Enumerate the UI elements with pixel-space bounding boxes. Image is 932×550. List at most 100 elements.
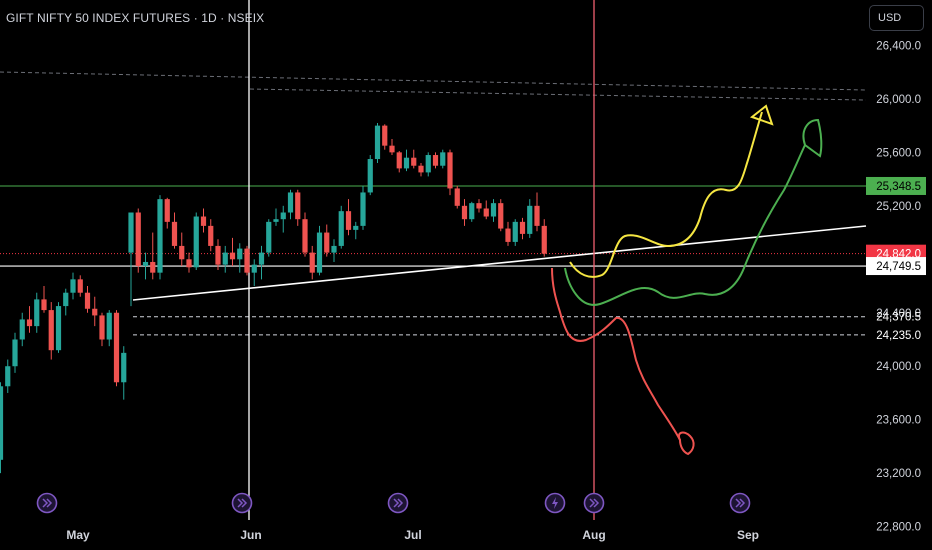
- candle-body: [41, 299, 47, 311]
- candle-body: [418, 165, 424, 173]
- candle-body: [63, 292, 69, 307]
- candle-body: [338, 211, 344, 246]
- candle-body: [179, 245, 185, 260]
- candle-body: [164, 199, 170, 222]
- candle-body: [512, 221, 518, 242]
- candle-body: [360, 192, 366, 226]
- chevrons-glyph-icon: [393, 498, 404, 508]
- drawing-lines: [0, 0, 867, 520]
- candle-body: [498, 203, 504, 229]
- dividend-event-icon: [583, 492, 605, 514]
- price-tick-label: 22,800.0: [876, 522, 921, 534]
- candle-body: [287, 192, 294, 213]
- candle-body: [12, 339, 18, 367]
- candle-body: [469, 203, 475, 220]
- dividend-event-icon: [387, 492, 409, 514]
- candle-body: [374, 125, 381, 160]
- candle-body: [251, 264, 257, 273]
- candle-body: [447, 152, 453, 189]
- price-tick-label: 24,400.0: [876, 308, 921, 320]
- candle-body: [157, 199, 163, 273]
- candle-body: [171, 221, 178, 246]
- price-tick-label: 23,600.0: [876, 415, 921, 427]
- candles: [0, 122, 547, 474]
- candle-body: [186, 259, 192, 268]
- price-tag-label: 24,370.5: [876, 312, 921, 324]
- time-tick-label: Jun: [240, 528, 261, 542]
- price-axis[interactable]: 26,400.026,000.025,600.025,200.024,800.0…: [876, 40, 921, 533]
- price-tick-label: 24,000.0: [876, 361, 921, 373]
- candle-body: [302, 219, 308, 253]
- candle-body: [534, 205, 540, 226]
- candle-body: [237, 248, 243, 260]
- chart-title: GIFT NIFTY 50 INDEX FUTURES · 1D · NSEIX: [6, 11, 265, 25]
- candle-body: [208, 225, 214, 246]
- candle-body: [389, 145, 395, 153]
- candle-body: [34, 299, 40, 327]
- chevrons-glyph-icon: [237, 498, 248, 508]
- candle-body: [454, 188, 460, 206]
- earnings-bolt-icon: [544, 492, 566, 514]
- candle-body: [367, 159, 373, 193]
- candle-body: [200, 216, 207, 226]
- candle-body: [48, 310, 54, 351]
- candle-body: [121, 352, 127, 383]
- candle-body: [280, 212, 286, 220]
- candle-body: [295, 192, 301, 220]
- candle-body: [382, 125, 388, 146]
- candle-body: [193, 216, 199, 268]
- dividend-event-icon: [729, 492, 751, 514]
- price-tick-label: 23,200.0: [876, 468, 921, 480]
- candle-body: [483, 208, 489, 217]
- currency-selector[interactable]: USD: [869, 5, 924, 31]
- dividend-event-icon: [231, 492, 253, 514]
- candle-body: [316, 232, 323, 273]
- candle-body: [353, 225, 359, 230]
- red-arrowhead: [678, 431, 695, 456]
- candle-body: [92, 308, 98, 316]
- candle-body: [106, 312, 112, 340]
- time-tick-label: Aug: [582, 528, 605, 542]
- price-tick-label: 25,200.0: [876, 201, 921, 213]
- candle-body: [99, 315, 105, 340]
- time-tick-label: May: [66, 528, 90, 542]
- candle-body: [432, 155, 439, 166]
- candle-body: [222, 252, 228, 265]
- candle-body: [215, 245, 221, 265]
- candle-body: [0, 386, 4, 460]
- time-axis[interactable]: May Jun Jul Aug Sep: [66, 528, 759, 542]
- candle-body: [19, 319, 25, 340]
- dividend-event-icon: [36, 492, 58, 514]
- candle-body: [519, 221, 526, 234]
- candle-body: [324, 232, 330, 253]
- candle-body: [461, 205, 468, 220]
- green-arrowhead: [802, 118, 823, 158]
- price-tick-label: 25,600.0: [876, 147, 921, 159]
- candle-body: [70, 279, 76, 293]
- candle-body: [331, 245, 337, 253]
- candle-body: [425, 155, 431, 173]
- dashed-upper-line-2: [249, 88, 867, 101]
- candle-body: [411, 157, 417, 166]
- candle-body: [128, 212, 134, 253]
- candle-body: [244, 248, 250, 273]
- time-tick-label: Jul: [404, 528, 421, 542]
- time-tick-label: Sep: [737, 528, 759, 542]
- candle-body: [345, 211, 352, 230]
- price-tag-label: 25,348.5: [876, 181, 921, 193]
- candle-body: [55, 306, 62, 351]
- candle-body: [309, 252, 315, 273]
- price-tag-label: 24,235.0: [876, 330, 921, 342]
- candle-body: [229, 252, 236, 260]
- candle-body: [258, 252, 265, 265]
- bolt-glyph-icon: [552, 497, 558, 509]
- green-forecast-path: [564, 144, 806, 306]
- candle-body: [84, 292, 91, 309]
- candle-body: [505, 228, 511, 242]
- price-tag-bg: [866, 257, 926, 276]
- candle-body: [440, 152, 446, 166]
- candle-body: [396, 152, 402, 169]
- price-tick-label: 26,000.0: [876, 94, 921, 106]
- candle-body: [403, 157, 410, 169]
